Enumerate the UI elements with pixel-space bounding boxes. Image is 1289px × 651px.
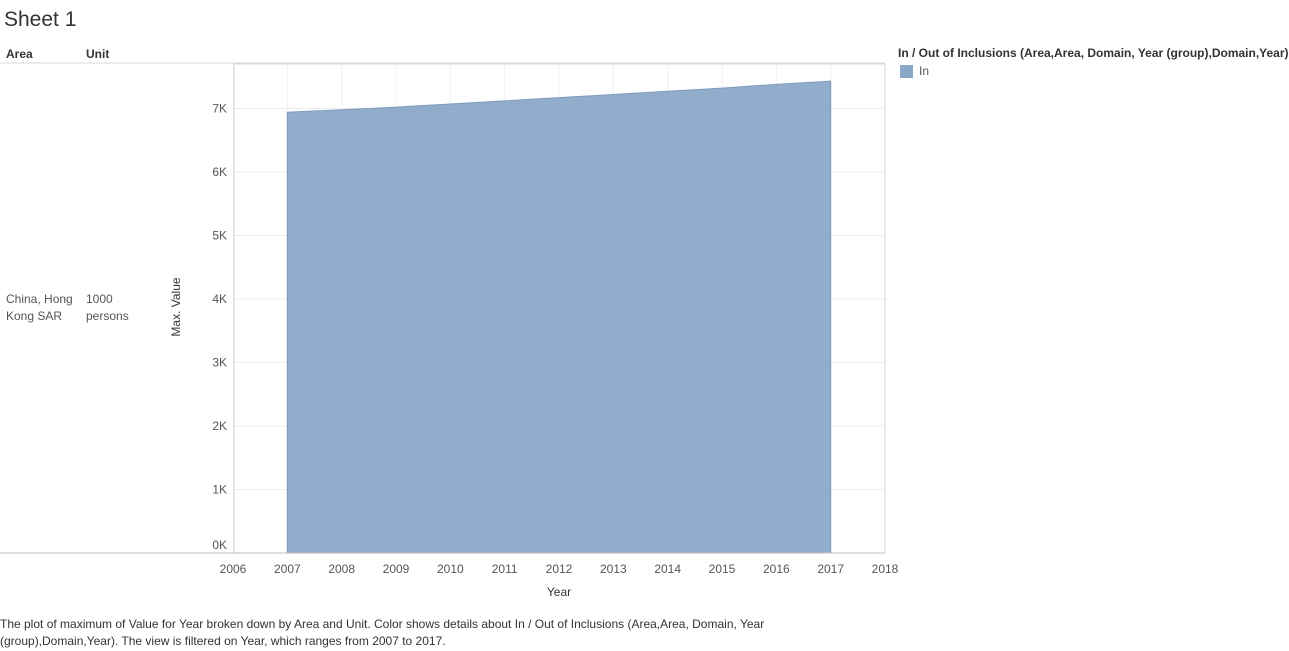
x-axis-ticks: 2006 2007 2008 2009 2010 2011 2012 2013 2014 2015… <box>220 562 899 576</box>
area-column-header: Area <box>6 47 33 61</box>
x-tick-label: 2017 <box>817 562 844 576</box>
area-fill <box>286 80 832 554</box>
x-tick-label: 2011 <box>492 562 518 576</box>
y-tick-label: 6K <box>212 165 227 179</box>
unit-row-label: 1000 persons <box>86 292 129 323</box>
y-tick-label: 7K <box>212 101 227 115</box>
y-axis-label: Max. Value <box>169 277 183 336</box>
x-tick-label: 2007 <box>274 562 301 576</box>
x-tick-label: 2016 <box>763 562 790 576</box>
x-tick-label: 2006 <box>220 562 247 576</box>
y-tick-label: 0K <box>212 538 227 552</box>
x-tick-label: 2010 <box>437 562 464 576</box>
unit-column-header: Unit <box>86 47 110 61</box>
x-tick-label: 2014 <box>654 562 681 576</box>
x-tick-label: 2008 <box>328 562 355 576</box>
legend-item-in[interactable]: In <box>900 64 929 78</box>
x-tick-label: 2018 <box>872 562 899 576</box>
y-tick-label: 4K <box>212 292 227 306</box>
sheet-title: Sheet 1 <box>4 8 77 31</box>
area-series <box>286 80 832 554</box>
x-tick-label: 2009 <box>383 562 410 576</box>
y-axis-ticks: 0K 1K 2K 3K 4K 5K 6K 7K <box>212 101 227 552</box>
area-row-label: China, Hong Kong SAR <box>6 292 73 323</box>
legend-label: In <box>919 64 930 78</box>
x-tick-label: 2015 <box>709 562 736 576</box>
y-tick-label: 3K <box>212 355 227 369</box>
plot-frame <box>0 62 886 554</box>
legend-title: In / Out of Inclusions (Area,Area, Domai… <box>898 46 1289 60</box>
y-tick-label: 5K <box>212 228 227 242</box>
legend-swatch <box>900 64 913 78</box>
x-axis-label: Year <box>547 585 571 599</box>
y-tick-label: 1K <box>212 482 227 496</box>
chart-caption: The plot of maximum of Value for Year br… <box>0 617 765 648</box>
x-tick-label: 2012 <box>546 562 573 576</box>
x-tick-label: 2013 <box>600 562 627 576</box>
y-tick-label: 2K <box>212 419 227 433</box>
